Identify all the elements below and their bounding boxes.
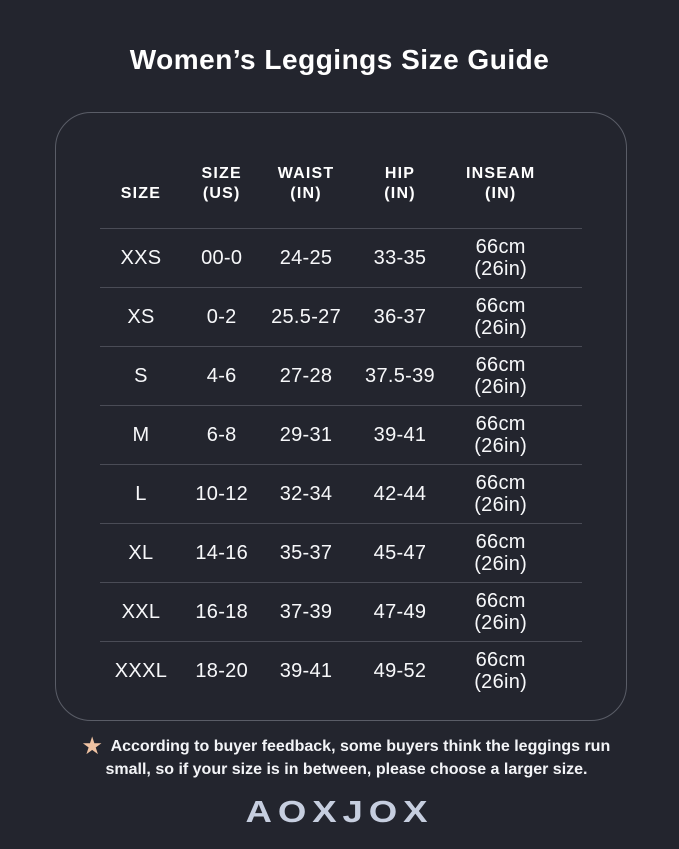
size-cell: XXXL: [114, 659, 168, 682]
hip-cell: 47-49: [373, 600, 427, 623]
waist-cell: 25.5-27: [271, 305, 341, 328]
inseam-cm: 66cm: [475, 354, 526, 376]
column-header-label: INSEAM: [465, 165, 536, 182]
column-header-unit: (US): [202, 185, 241, 202]
buyer-feedback-note: ★ According to buyer feedback, some buye…: [0, 736, 679, 780]
inseam-cell: 66cm (26in): [449, 472, 582, 516]
table-row-xl: XL 14-16 35-37 45-47 66cm (26in): [100, 523, 582, 582]
hip-cell: 33-35: [373, 246, 427, 269]
hip-cell: 49-52: [373, 659, 427, 682]
size-us-cell: 18-20: [195, 659, 249, 682]
inseam-in: (26in): [474, 553, 528, 575]
table-row-m: M 6-8 29-31 39-41 66cm (26in): [100, 405, 582, 464]
column-header-unit: (IN): [290, 185, 322, 202]
waist-cell: 37-39: [279, 600, 333, 623]
inseam-cell: 66cm (26in): [449, 531, 582, 575]
inseam-cell: 66cm (26in): [449, 295, 582, 339]
column-header-label: SIZE: [201, 165, 242, 182]
size-cell: XXS: [120, 246, 162, 269]
column-header-waist: WAIST (IN): [261, 164, 350, 204]
star-icon: ★: [82, 735, 102, 758]
inseam-cm: 66cm: [475, 590, 526, 612]
column-header-label: HIP: [384, 165, 416, 182]
brand-logo: AOXJOX: [245, 794, 434, 829]
inseam-cm: 66cm: [475, 649, 526, 671]
inseam-cell: 66cm (26in): [449, 236, 582, 280]
table-row-xs: XS 0-2 25.5-27 36-37 66cm (26in): [100, 287, 582, 346]
page-title: Women’s Leggings Size Guide: [129, 44, 550, 75]
hip-cell: 36-37: [373, 305, 427, 328]
waist-cell: 24-25: [279, 246, 333, 269]
table-row-xxl: XXL 16-18 37-39 47-49 66cm (26in): [100, 582, 582, 641]
inseam-cm: 66cm: [475, 295, 526, 317]
size-us-cell: 14-16: [195, 541, 249, 564]
inseam-in: (26in): [474, 435, 528, 457]
size-cell: XXL: [121, 600, 161, 623]
size-us-cell: 0-2: [206, 305, 237, 328]
note-line-1: ★ According to buyer feedback, some buye…: [14, 736, 679, 757]
waist-cell: 27-28: [279, 364, 333, 387]
size-cell: S: [134, 364, 148, 387]
hip-cell: 37.5-39: [365, 364, 435, 387]
inseam-in: (26in): [474, 671, 528, 693]
size-us-cell: 16-18: [195, 600, 249, 623]
column-header-unit: (IN): [484, 185, 517, 202]
inseam-in: (26in): [474, 612, 528, 634]
inseam-cm: 66cm: [475, 531, 526, 553]
column-header-unit: (IN): [384, 185, 416, 202]
column-header-label: WAIST: [277, 165, 335, 182]
inseam-in: (26in): [474, 376, 528, 398]
size-cell: M: [132, 423, 150, 446]
inseam-in: (26in): [474, 258, 528, 280]
hip-cell: 42-44: [373, 482, 427, 505]
column-header-size: SIZE: [100, 184, 182, 204]
size-cell: XS: [127, 305, 155, 328]
size-cell: XL: [128, 541, 154, 564]
size-guide-panel: SIZE SIZE (US) WAIST (IN) HIP (IN) INSEA…: [55, 112, 627, 721]
hip-cell: 39-41: [373, 423, 427, 446]
size-us-cell: 6-8: [206, 423, 237, 446]
waist-cell: 29-31: [279, 423, 333, 446]
column-header-label: SIZE: [120, 185, 162, 202]
table-row-xxxl: XXXL 18-20 39-41 49-52 66cm (26in): [100, 641, 582, 700]
note-text-line-1: According to buyer feedback, some buyers…: [110, 738, 611, 755]
column-header-hip: HIP (IN): [351, 164, 450, 204]
hip-cell: 45-47: [373, 541, 427, 564]
table-row-s: S 4-6 27-28 37.5-39 66cm (26in): [100, 346, 582, 405]
column-header-inseam: INSEAM (IN): [449, 164, 582, 204]
inseam-cm: 66cm: [475, 413, 526, 435]
size-us-cell: 4-6: [206, 364, 237, 387]
inseam-cell: 66cm (26in): [449, 413, 582, 457]
inseam-cm: 66cm: [475, 236, 526, 258]
table-header-row: SIZE SIZE (US) WAIST (IN) HIP (IN) INSEA…: [100, 113, 582, 228]
column-header-size-us: SIZE (US): [182, 164, 262, 204]
waist-cell: 32-34: [279, 482, 333, 505]
note-text-line-2: small, so if your size is in between, pl…: [105, 761, 588, 778]
inseam-cell: 66cm (26in): [449, 590, 582, 634]
size-us-cell: 10-12: [195, 482, 249, 505]
table-row-l: L 10-12 32-34 42-44 66cm (26in): [100, 464, 582, 523]
size-us-cell: 00-0: [201, 246, 243, 269]
inseam-cell: 66cm (26in): [449, 354, 582, 398]
waist-cell: 39-41: [279, 659, 333, 682]
inseam-in: (26in): [474, 494, 528, 516]
inseam-cm: 66cm: [475, 472, 526, 494]
inseam-in: (26in): [474, 317, 528, 339]
size-cell: L: [135, 482, 147, 505]
waist-cell: 35-37: [279, 541, 333, 564]
table-row-xxs: XXS 00-0 24-25 33-35 66cm (26in): [100, 228, 582, 287]
inseam-cell: 66cm (26in): [449, 649, 582, 693]
